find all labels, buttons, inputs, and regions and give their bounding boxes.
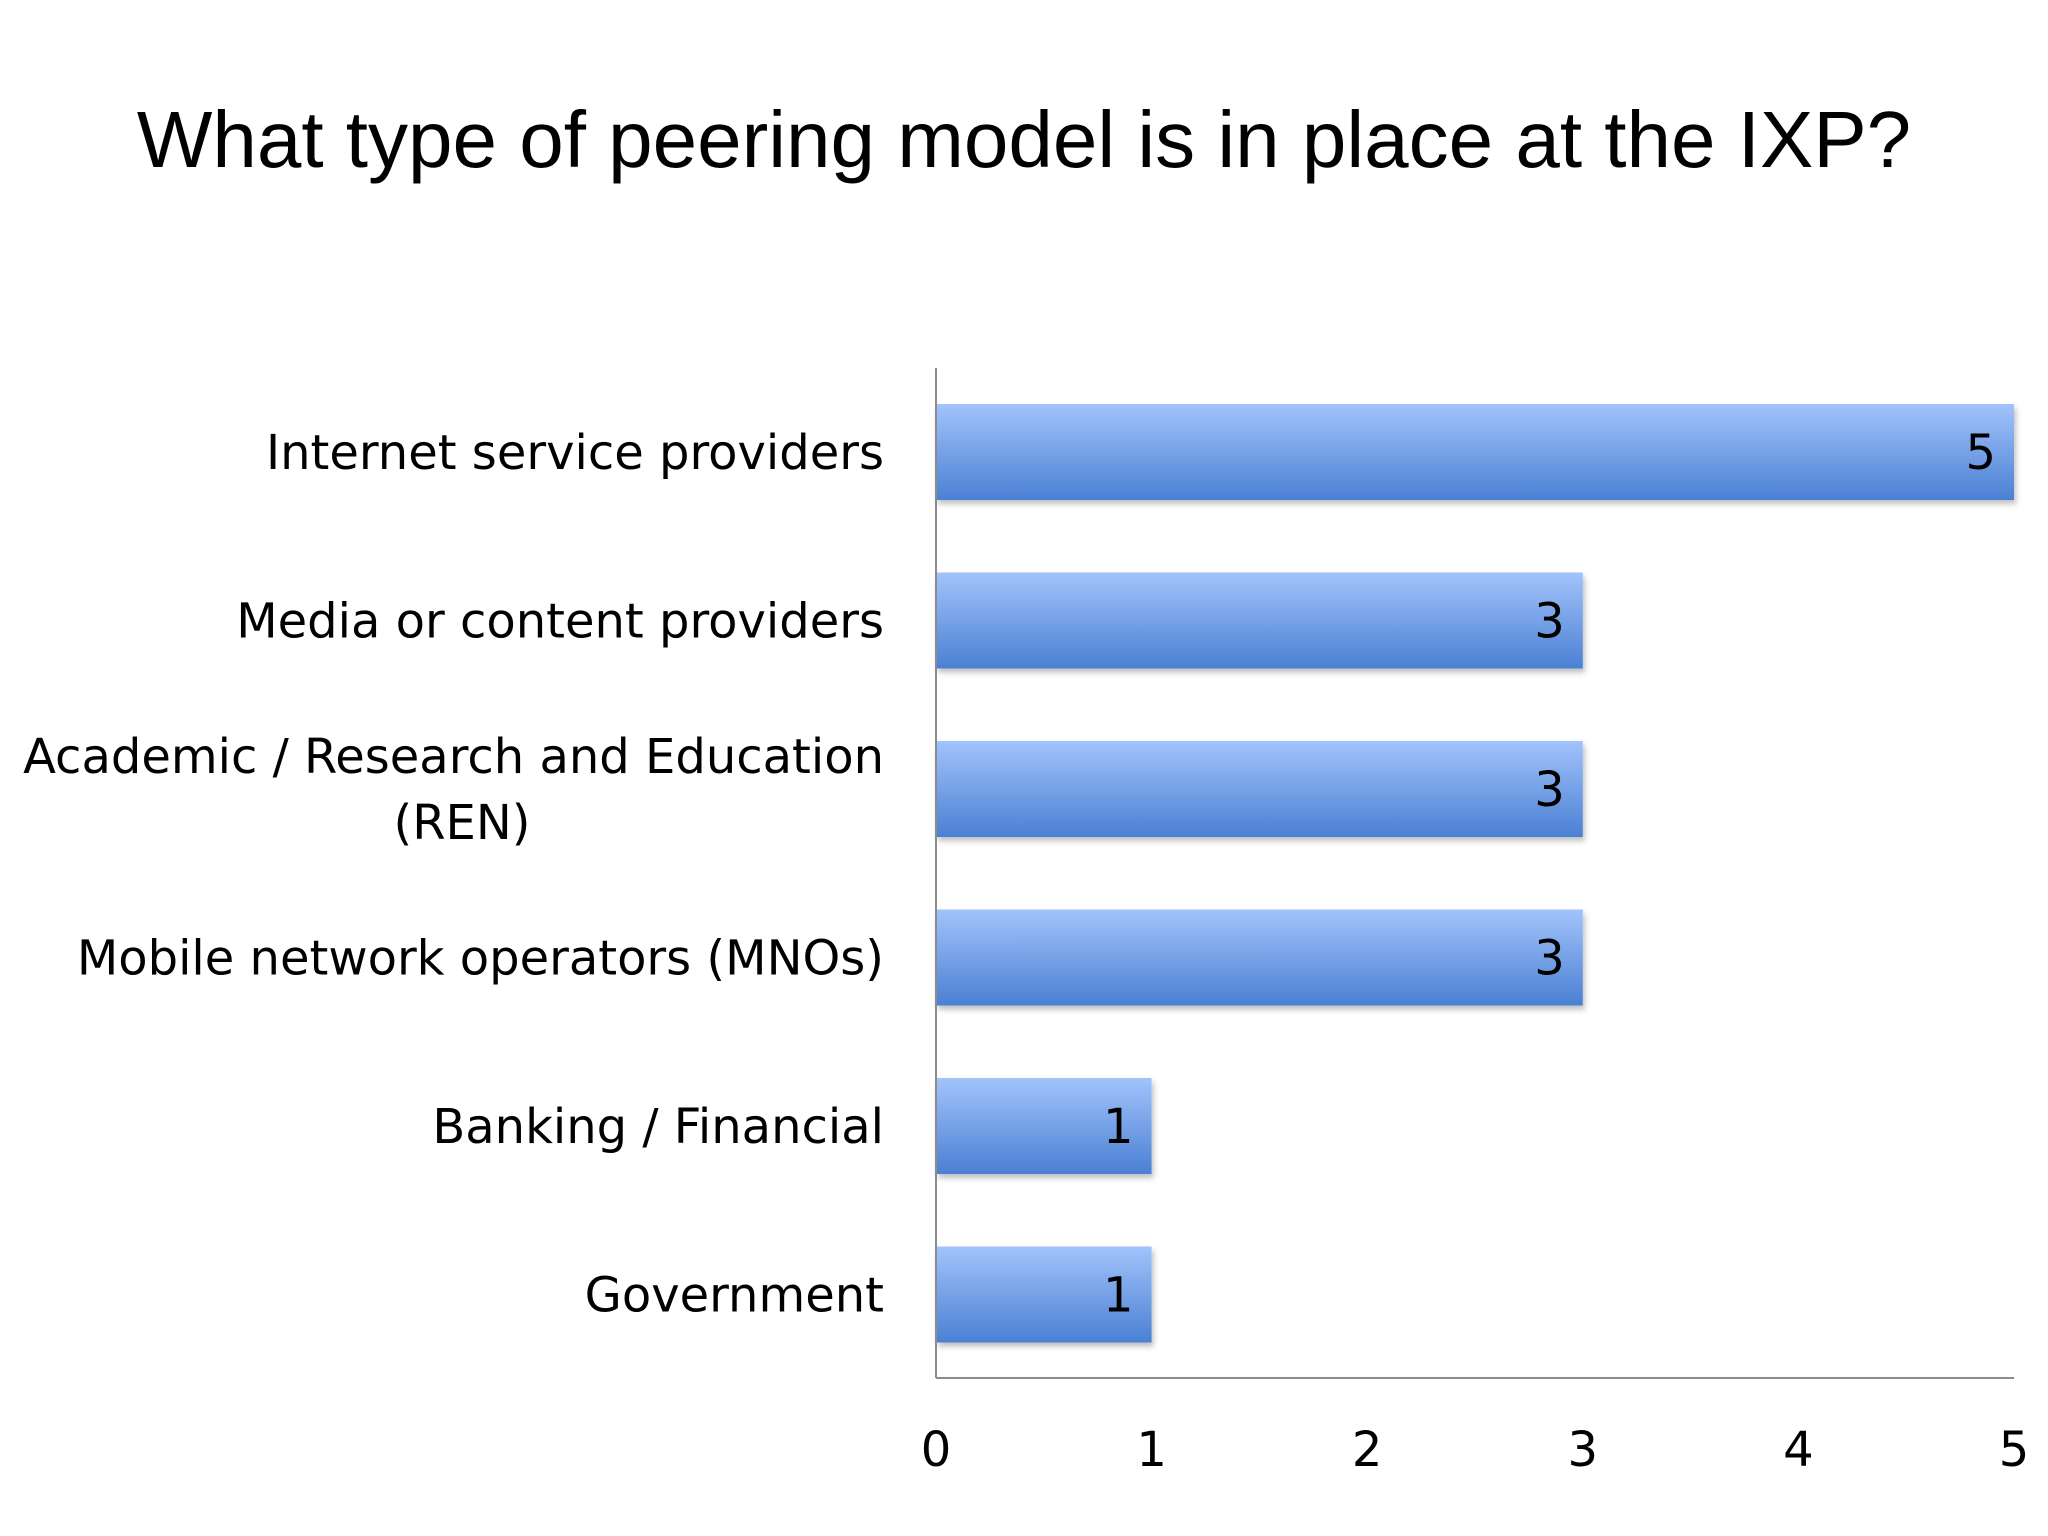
category-label-line: Government (585, 1268, 884, 1324)
category-label-line: Media or content providers (236, 594, 884, 650)
chart-title: What type of peering model is in place a… (136, 95, 1912, 184)
category-labels-group: Internet service providers Media or conte… (23, 425, 884, 1324)
bar (936, 404, 2014, 500)
category-label-line: Mobile network operators (MNOs) (77, 931, 884, 987)
data-label: 1 (1103, 1099, 1134, 1155)
bars-group (936, 404, 2014, 1343)
category-label: Academic / Research and Education (REN) (23, 729, 884, 851)
bar (936, 572, 1583, 669)
category-label-line: (REN) (393, 795, 530, 851)
x-tick-label: 0 (921, 1422, 952, 1478)
data-labels-group: 5 3 3 3 1 1 (1103, 425, 1996, 1324)
category-label-line: Internet service providers (266, 425, 884, 481)
bar (936, 1246, 1152, 1343)
x-tick-label: 4 (1783, 1422, 1814, 1478)
category-label: Internet service providers (266, 425, 884, 481)
category-label-line: Academic / Research and Education (23, 729, 884, 785)
x-tick-labels-group: 0 1 2 3 4 5 (921, 1422, 2030, 1478)
category-label: Government (585, 1268, 884, 1324)
data-label: 3 (1534, 762, 1565, 818)
data-label: 5 (1965, 425, 1996, 481)
bar (936, 909, 1583, 1006)
bar (936, 741, 1583, 837)
data-label: 1 (1103, 1268, 1134, 1324)
category-label: Media or content providers (236, 594, 884, 650)
category-label-line: Banking / Financial (432, 1099, 884, 1155)
bar (936, 1078, 1152, 1174)
x-tick-label: 1 (1136, 1422, 1167, 1478)
x-tick-label: 5 (1999, 1422, 2030, 1478)
x-tick-label: 3 (1568, 1422, 1599, 1478)
axes-group (935, 368, 2014, 1379)
category-label: Mobile network operators (MNOs) (77, 931, 884, 987)
data-label: 3 (1534, 594, 1565, 650)
category-label: Banking / Financial (432, 1099, 884, 1155)
data-label: 3 (1534, 931, 1565, 987)
x-tick-label: 2 (1352, 1422, 1383, 1478)
